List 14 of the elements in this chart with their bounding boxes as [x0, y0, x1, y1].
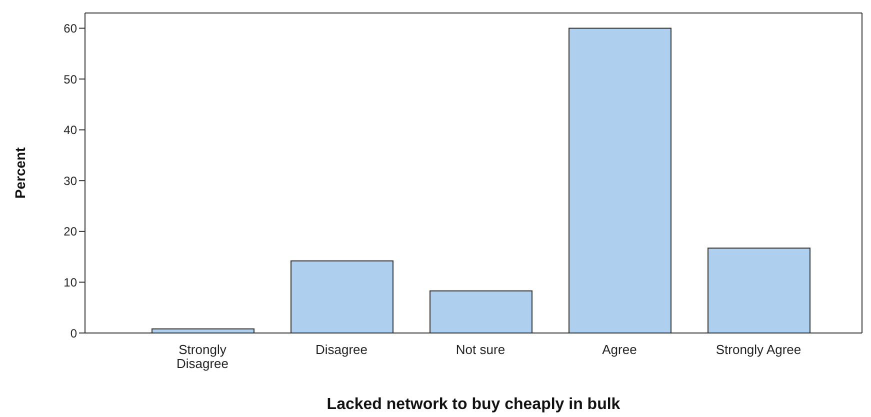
y-tick-label: 10 [64, 275, 78, 290]
x-tick-label: Strongly Agree [716, 342, 802, 358]
x-tick-label: Agree [602, 342, 637, 358]
x-axis-title: Lacked network to buy cheaply in bulk [326, 396, 620, 413]
y-tick-label: 60 [64, 22, 78, 36]
y-tick-label: 30 [64, 174, 78, 188]
x-tick-label: Strongly Disagree [176, 342, 229, 372]
x-tick-label: Not sure [456, 342, 506, 358]
y-tick-label: 50 [64, 72, 78, 86]
y-tick-label: 40 [64, 123, 78, 138]
y-axis-title: Percent [12, 146, 28, 199]
x-tick-label: Disagree [315, 342, 368, 358]
y-tick-label: 20 [64, 224, 78, 239]
y-tick-label: 0 [70, 326, 78, 340]
